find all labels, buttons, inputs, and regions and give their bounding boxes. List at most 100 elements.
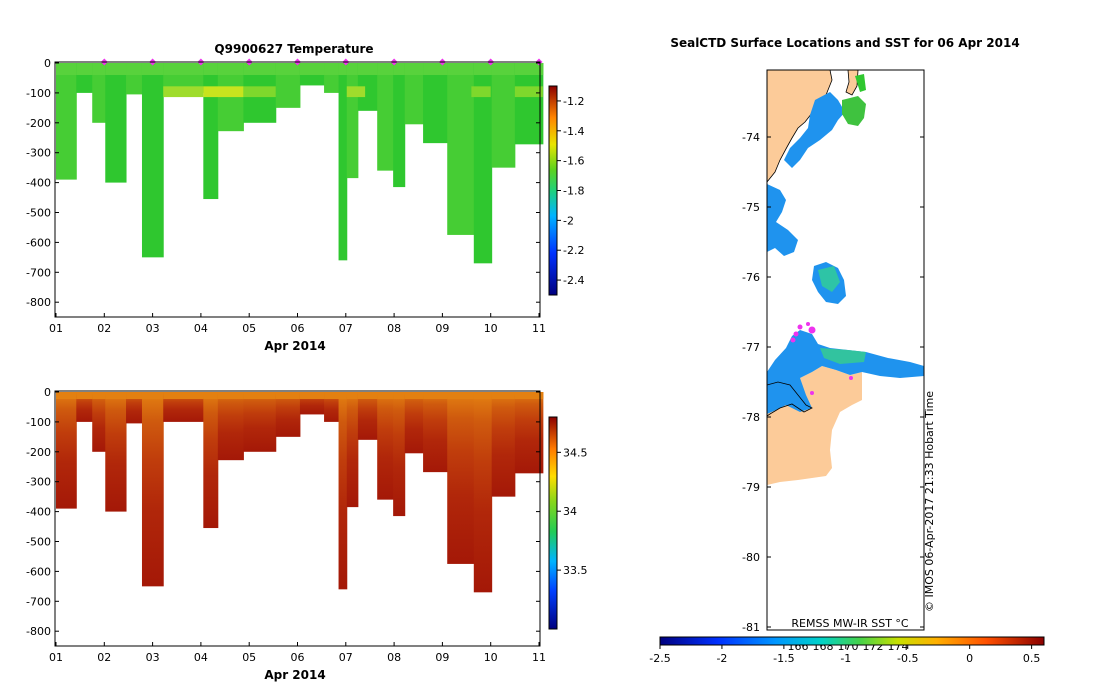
- temperature-x-label: Apr 2014: [264, 339, 325, 353]
- sst-colorbar: [659, 636, 1045, 646]
- salinity-profile: [491, 392, 516, 497]
- temperature-profile: [105, 63, 127, 183]
- salinity-y-tick-label: -200: [26, 446, 51, 459]
- salinity-profile: [275, 392, 301, 437]
- temperature-surface-layer: [56, 63, 77, 75]
- map-sst-green-cape: [855, 74, 866, 92]
- salinity-profile: [514, 392, 544, 474]
- salinity-profile: [243, 392, 277, 452]
- temperature-profile: [56, 63, 77, 180]
- temperature-profile: [423, 63, 448, 144]
- temperature-x-tick-label: 03: [146, 322, 160, 335]
- salinity-profile: [473, 392, 493, 593]
- temperature-y-tick-label: -100: [26, 87, 51, 100]
- temperature-x-axis: 01 02 03 04 05 06 07 08 09 10 11: [49, 313, 546, 335]
- map-cast-marker: [793, 331, 799, 337]
- temperature-profile: [92, 63, 106, 123]
- map-watermark: © IMOS 06-Apr-2017 21:33 Hobart Time: [923, 391, 936, 612]
- sst-colorbar-tick-label: -0.5: [897, 652, 918, 665]
- map-lat-label: -76: [742, 271, 760, 284]
- map-sst-ross-sea: [767, 330, 924, 414]
- salinity-colorbar-tick-label: 34: [563, 505, 577, 518]
- salinity-surface-layer: [338, 392, 348, 399]
- salinity-colorbar: [548, 416, 558, 630]
- temperature-y-tick-label: -200: [26, 117, 51, 130]
- temperature-surface-layer: [514, 63, 544, 75]
- temperature-x-tick-label: 07: [339, 322, 353, 335]
- salinity-surface-layer: [217, 392, 244, 399]
- map-land-north: [766, 69, 833, 184]
- temperature-surface-layer: [338, 63, 348, 75]
- temperature-profile: [346, 63, 359, 179]
- temperature-y-tick-label: -400: [26, 177, 51, 190]
- salinity-x-axis: 01 02 03 04 05 06 07 08 09 10 11: [49, 642, 546, 664]
- temperature-surface-layer: [275, 63, 301, 75]
- salinity-y-axis: 0 -100 -200 -300 -400 -500 -600 -700 -800: [26, 386, 540, 638]
- map-cast-marker: [849, 376, 853, 380]
- map-lat-label: -74: [742, 131, 760, 144]
- salinity-profile: [324, 392, 340, 422]
- sst-colorbar-tick-label: 0.5: [1023, 652, 1041, 665]
- salinity-surface-layer: [357, 392, 378, 399]
- temperature-x-tick-label: 08: [387, 322, 401, 335]
- map-cast-marker: [797, 324, 803, 330]
- temperature-surface-layer: [126, 63, 143, 75]
- map-sst-island-core: [818, 266, 840, 292]
- salinity-surface-layer: [275, 392, 301, 399]
- map-lat-label: -80: [742, 551, 760, 564]
- temperature-chart-title: Q9900627 Temperature: [214, 42, 373, 56]
- salinity-surface-layer: [243, 392, 277, 399]
- salinity-profile: [126, 392, 143, 424]
- salinity-colorbar-ticks: 34.5 34 33.5: [557, 446, 588, 577]
- map-lat-label: -75: [742, 201, 760, 214]
- salinity-surface-layer: [141, 392, 164, 399]
- temperature-colorbar-ticks: -1.2 -1.4 -1.6 -1.8 -2 -2.2 -2.4: [557, 95, 584, 287]
- map-sst-ross-teal: [820, 348, 866, 364]
- map-cast-marker: [790, 337, 796, 343]
- temperature-profile: [377, 63, 394, 171]
- salinity-surface-layer: [203, 392, 219, 399]
- temperature-profile: [141, 63, 164, 258]
- salinity-profiles: [56, 392, 544, 593]
- sst-colorbar-tick-label: -2: [716, 652, 727, 665]
- salinity-x-tick-label: 11: [532, 651, 546, 664]
- temperature-surface-layer: [346, 63, 359, 75]
- temperature-profile: [404, 63, 424, 125]
- temperature-surface-layer: [141, 63, 164, 75]
- temperature-y-axis: 0 -100 -200 -300 -400 -500 -600 -700 -800: [26, 57, 540, 309]
- sst-colorbar-tick-label: -1.5: [773, 652, 794, 665]
- temperature-profile: [393, 63, 406, 188]
- temperature-x-tick-label: 11: [532, 322, 546, 335]
- temperature-x-tick-label: 05: [242, 322, 256, 335]
- temperature-warm-band: [163, 86, 204, 98]
- temperature-surface-layer: [404, 63, 424, 75]
- salinity-surface-layer: [76, 392, 93, 399]
- temperature-colorbar-tick-label: -2: [563, 214, 574, 227]
- salinity-colorbar-tick-label: 34.5: [563, 446, 588, 459]
- salinity-surface-layer: [404, 392, 424, 399]
- map-sst-green-north: [842, 96, 866, 126]
- temperature-profile: [491, 63, 516, 168]
- temperature-surface-layer: [217, 63, 244, 75]
- temperature-colorbar-tick-label: -2.4: [563, 274, 584, 287]
- temperature-y-tick-label: 0: [44, 57, 51, 70]
- salinity-profile: [357, 392, 378, 440]
- salinity-surface-layer: [447, 392, 475, 399]
- salinity-profile: [393, 392, 406, 517]
- temperature-surface-layer: [357, 63, 378, 75]
- map-sst-west: [767, 184, 798, 256]
- temperature-y-tick-label: -700: [26, 266, 51, 279]
- salinity-profile: [447, 392, 475, 564]
- map-lat-label: -81: [742, 621, 760, 634]
- salinity-x-label: Apr 2014: [264, 668, 325, 682]
- salinity-surface-layer: [423, 392, 448, 399]
- map-lat-label: -78: [742, 411, 760, 424]
- salinity-surface-layer: [473, 392, 493, 399]
- temperature-surface-layer: [423, 63, 448, 75]
- map-cast-marker: [806, 322, 810, 326]
- temperature-y-tick-label: -300: [26, 147, 51, 160]
- temperature-colorbar-tick-label: -1.4: [563, 125, 584, 138]
- temperature-surface-layer: [393, 63, 406, 75]
- temperature-x-tick-label: 10: [484, 322, 498, 335]
- temperature-warm-band: [471, 86, 491, 98]
